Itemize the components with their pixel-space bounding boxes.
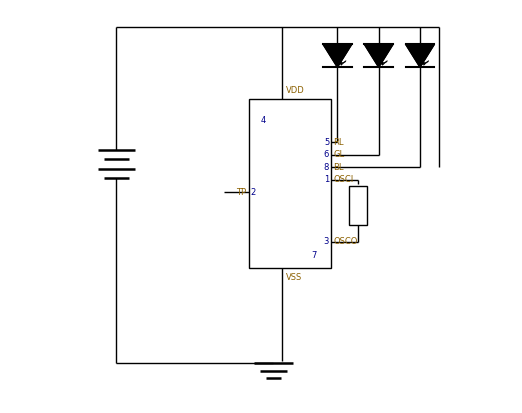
Text: OSCI: OSCI <box>333 175 353 184</box>
Text: 2: 2 <box>251 188 256 197</box>
Text: RL: RL <box>333 138 344 147</box>
Text: 4: 4 <box>261 116 266 125</box>
Polygon shape <box>406 44 434 67</box>
Bar <box>248 99 331 268</box>
Text: 6: 6 <box>324 150 329 159</box>
Text: 5: 5 <box>324 138 329 147</box>
Text: 7: 7 <box>312 251 317 260</box>
Text: VDD: VDD <box>286 86 304 95</box>
Polygon shape <box>323 44 352 67</box>
Text: OSCO: OSCO <box>333 237 358 246</box>
Bar <box>349 186 367 225</box>
Polygon shape <box>364 44 393 67</box>
Text: 1: 1 <box>324 175 329 184</box>
Text: GL: GL <box>333 150 345 159</box>
Text: BL: BL <box>333 163 344 172</box>
Text: 8: 8 <box>324 163 329 172</box>
Text: VSS: VSS <box>286 273 302 282</box>
Text: 3: 3 <box>324 237 329 246</box>
Text: TP: TP <box>236 188 246 197</box>
